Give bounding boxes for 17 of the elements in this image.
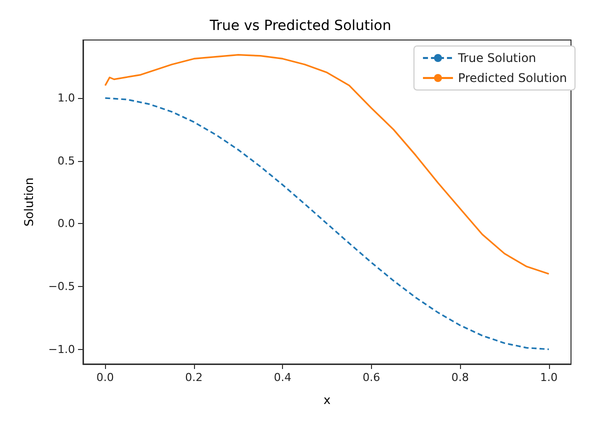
line-series (104, 97, 550, 350)
legend-label: Predicted Solution (458, 71, 567, 85)
x-tick-label: 0.4 (274, 371, 292, 384)
x-tick-label: 0.0 (96, 371, 114, 384)
y-tick-label: 1.0 (58, 92, 75, 105)
legend-label: True Solution (456, 51, 536, 65)
x-tick-label: 0.6 (362, 371, 380, 384)
x-axis-title: x (323, 393, 331, 407)
x-tick-label: 1.0 (540, 371, 558, 384)
x-tick-label: 0.8 (451, 371, 469, 384)
x-tick-label: 0.2 (185, 371, 203, 384)
y-axis-title: Solution (22, 178, 36, 226)
y-tick-label: −1.0 (48, 342, 75, 356)
y-tick-label: 0.5 (58, 154, 75, 168)
chart-title: True vs Predicted Solution (208, 18, 392, 34)
y-tick-label: −0.5 (48, 280, 75, 293)
y-tick-label: 0.0 (58, 217, 75, 230)
